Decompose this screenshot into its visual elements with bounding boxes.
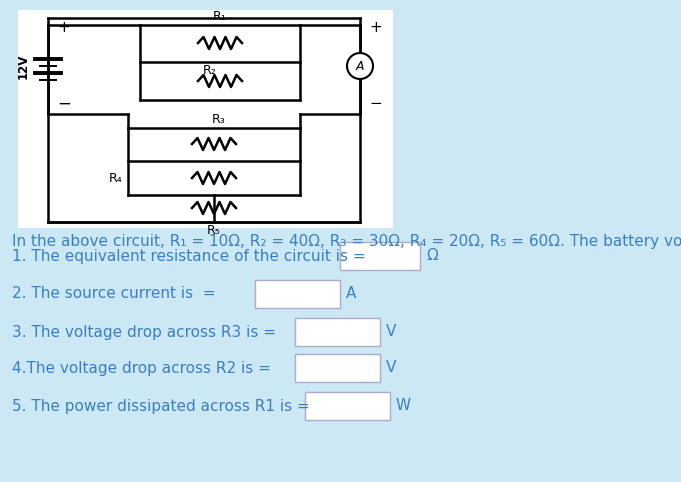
- Bar: [340, 242, 420, 270]
- Text: 2. The source current is  =: 2. The source current is =: [12, 286, 216, 302]
- Text: 5. The power dissipated across R1 is =: 5. The power dissipated across R1 is =: [12, 399, 310, 414]
- Text: R₅: R₅: [207, 224, 221, 237]
- Text: W: W: [396, 399, 411, 414]
- Bar: [18, 10, 393, 228]
- Text: R₄: R₄: [108, 172, 122, 185]
- Text: 12V: 12V: [16, 54, 29, 79]
- Text: In the above circuit, R₁ = 10Ω, R₂ = 40Ω, R₃ = 30Ω, R₄ = 20Ω, R₅ = 60Ω. The batt: In the above circuit, R₁ = 10Ω, R₂ = 40Ω…: [12, 234, 681, 249]
- Text: +: +: [370, 21, 382, 36]
- Text: Ω: Ω: [426, 249, 438, 264]
- Text: 3. The voltage drop across R3 is =: 3. The voltage drop across R3 is =: [12, 324, 276, 339]
- Circle shape: [347, 53, 373, 79]
- Text: V: V: [386, 324, 396, 339]
- Bar: [255, 280, 340, 308]
- Text: R₂: R₂: [203, 64, 217, 77]
- Text: −: −: [57, 95, 71, 113]
- Text: A: A: [355, 59, 364, 72]
- Text: R₃: R₃: [212, 113, 226, 126]
- Text: 1. The equivalent resistance of the circuit is =: 1. The equivalent resistance of the circ…: [12, 249, 366, 264]
- Text: +: +: [58, 21, 70, 36]
- Text: R₁: R₁: [213, 10, 227, 23]
- Text: 4.The voltage drop across R2 is =: 4.The voltage drop across R2 is =: [12, 361, 271, 375]
- Text: A: A: [346, 286, 356, 302]
- Bar: [295, 318, 380, 346]
- Text: V: V: [386, 361, 396, 375]
- Bar: [295, 354, 380, 382]
- Text: −: −: [370, 96, 382, 111]
- Bar: [305, 392, 390, 420]
